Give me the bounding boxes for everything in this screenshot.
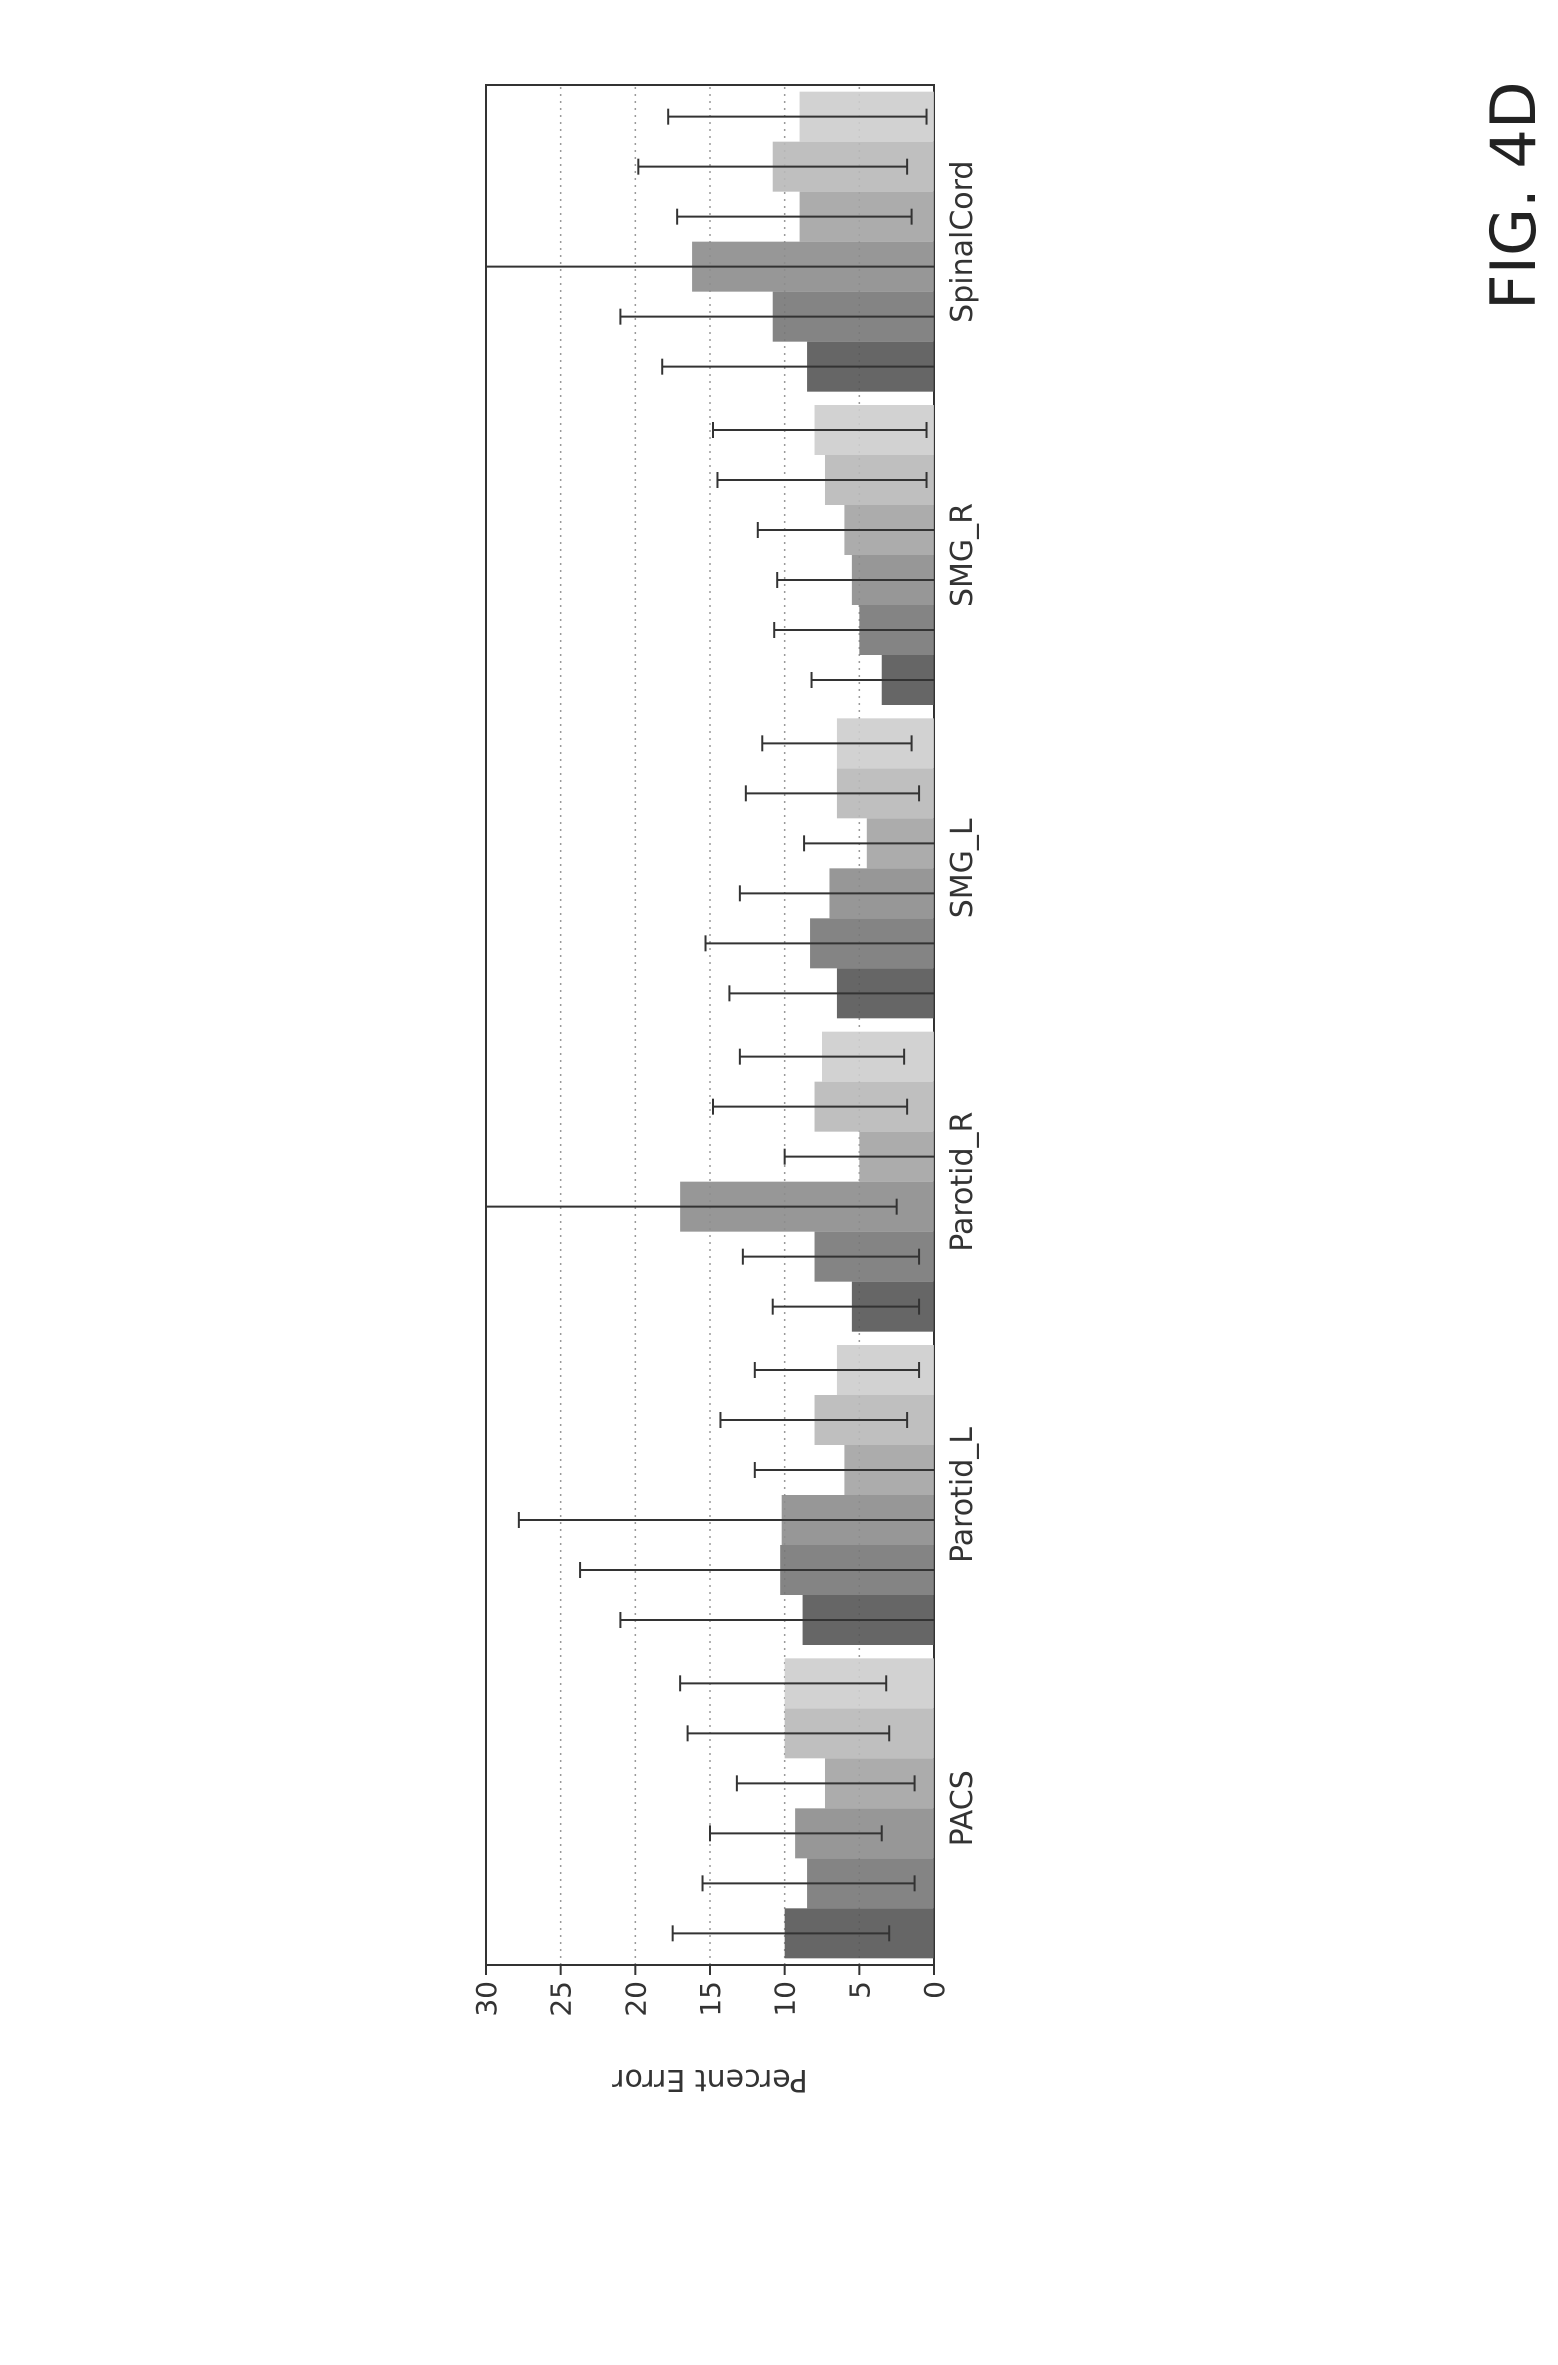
y-tick-label: 0	[918, 1981, 951, 1999]
y-tick-label: 5	[843, 1981, 876, 1999]
category-label: Parotid_R	[945, 1112, 980, 1252]
y-tick-label: 20	[619, 1981, 652, 2017]
figure-label: FIG. 4D	[1477, 81, 1550, 310]
y-tick-label: 30	[470, 1981, 503, 2017]
category-label: PACS	[945, 1770, 980, 1846]
plot-area: 0 5 10 15 20 25 30 Percent Error PACS Parotid_L Pa…	[470, 84, 980, 2097]
plot-frame	[485, 84, 935, 1966]
category-label: SpinalCord	[945, 161, 980, 323]
y-axis-title: Percent Error	[612, 2062, 808, 2097]
y-tick-label: 10	[769, 1981, 802, 2017]
category-label: SMG_R	[945, 503, 980, 607]
y-tick-label: 15	[694, 1981, 727, 2017]
category-label: SMG_L	[945, 818, 980, 918]
figure-label-text: FIG. 4D	[1477, 81, 1550, 310]
chart-root: 0 5 10 15 20 25 30 Percent Error PACS Parotid_L Pa…	[470, 84, 980, 2097]
category-label: Parotid_L	[945, 1427, 980, 1563]
y-tick-label: 25	[545, 1981, 578, 2017]
